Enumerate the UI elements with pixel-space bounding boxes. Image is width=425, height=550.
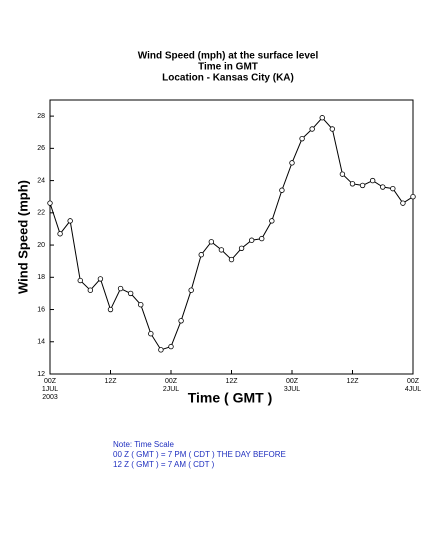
x-date-label: 3JUL xyxy=(284,386,300,393)
data-point xyxy=(369,177,376,184)
data-line xyxy=(49,116,414,351)
note: Note: Time Scale xyxy=(113,440,174,449)
data-point xyxy=(380,184,386,190)
data-point xyxy=(178,318,184,324)
x-tick-label: 12Z xyxy=(225,378,238,385)
y-tick-label: 18 xyxy=(37,274,45,281)
data-point xyxy=(248,237,255,243)
data-point xyxy=(97,276,104,282)
data-point xyxy=(47,200,53,206)
data-point xyxy=(349,181,356,187)
y-tick-label: 28 xyxy=(37,113,45,120)
y-tick-label: 26 xyxy=(37,145,45,152)
data-point xyxy=(279,187,285,193)
data-point xyxy=(77,277,83,284)
chart-title: Location - Kansas City (KA) xyxy=(162,73,294,84)
x-tick-label: 00Z xyxy=(407,378,420,385)
data-point xyxy=(339,171,346,177)
note: 12 Z ( GMT ) = 7 AM ( CDT ) xyxy=(113,460,215,469)
x-axis-label: Time ( GMT ) xyxy=(188,390,273,406)
x-year-label: 2003 xyxy=(42,394,58,401)
data-point xyxy=(309,126,315,132)
x-tick-label: 00Z xyxy=(286,378,299,385)
data-point xyxy=(87,287,94,293)
data-point xyxy=(319,115,325,121)
data-point xyxy=(299,135,305,142)
data-point xyxy=(390,185,396,192)
data-point xyxy=(208,239,215,245)
chart-title: Wind Speed (mph) at the surface level xyxy=(138,51,319,62)
data-point xyxy=(410,194,416,200)
data-point xyxy=(359,182,366,189)
data-point xyxy=(269,218,275,224)
data-point xyxy=(238,245,245,251)
data-point xyxy=(107,306,114,313)
x-tick-label: 00Z xyxy=(165,378,178,385)
chart-title: Time in GMT xyxy=(198,62,258,73)
x-tick-label: 00Z xyxy=(44,378,57,385)
x-date-label: 1JUL xyxy=(42,386,58,393)
y-axis-label: Wind Speed (mph) xyxy=(15,180,30,294)
note: 00 Z ( GMT ) = 7 PM ( CDT ) THE DAY BEFO… xyxy=(113,450,286,459)
data-point xyxy=(289,160,295,166)
data-point xyxy=(400,200,406,206)
data-point xyxy=(148,331,154,337)
data-point xyxy=(259,235,265,242)
data-point xyxy=(67,218,73,224)
data-point xyxy=(329,126,336,132)
x-tick-label: 12Z xyxy=(104,378,117,385)
x-date-label: 4JUL xyxy=(405,386,421,393)
y-tick-label: 20 xyxy=(37,242,45,249)
y-tick-label: 24 xyxy=(37,177,45,184)
y-tick-label: 14 xyxy=(37,339,45,346)
data-point xyxy=(198,252,204,258)
data-point xyxy=(188,287,194,293)
data-point xyxy=(158,347,164,353)
plot-frame xyxy=(49,99,414,375)
y-tick-label: 16 xyxy=(37,306,45,313)
data-point xyxy=(228,256,235,263)
x-date-label: 2JUL xyxy=(163,386,179,393)
data-point xyxy=(218,247,225,253)
data-point xyxy=(168,343,174,350)
data-point xyxy=(57,231,63,237)
x-tick-label: 12Z xyxy=(346,378,359,385)
y-tick-label: 12 xyxy=(37,371,45,378)
y-tick-label: 22 xyxy=(37,210,45,217)
data-point xyxy=(117,285,124,292)
data-point xyxy=(127,290,134,297)
data-point xyxy=(138,301,144,308)
